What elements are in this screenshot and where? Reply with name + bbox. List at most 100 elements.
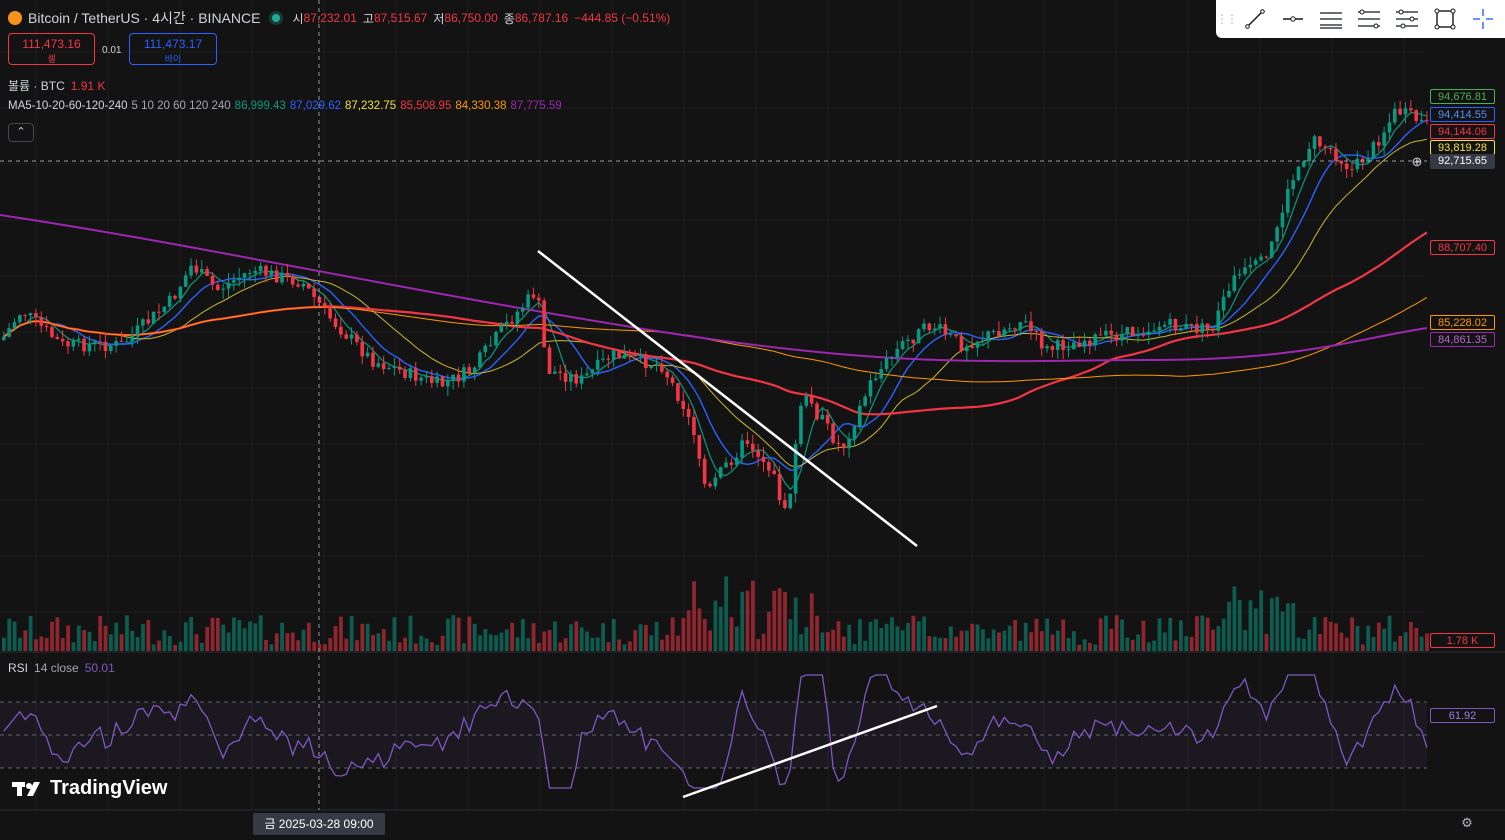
rsi-legend[interactable]: RSI 14 close 50.01 (8, 661, 115, 675)
rectangle-tool[interactable] (1426, 0, 1464, 38)
volume-bar (39, 636, 44, 651)
crosshair-tool[interactable] (1464, 0, 1502, 38)
candle-body (1104, 330, 1108, 336)
fib-retracement-tool[interactable] (1350, 0, 1388, 38)
candle-body (585, 373, 589, 376)
volume-bar (1189, 636, 1194, 651)
candle-body (264, 265, 268, 276)
candle-body (1264, 256, 1269, 258)
volume-bar (1371, 636, 1376, 651)
volume-bar (397, 642, 402, 651)
candle-body (932, 328, 937, 331)
volume-bar (360, 623, 365, 651)
candle-body (975, 341, 980, 348)
volume-bar (1382, 628, 1387, 651)
volume-bar (569, 624, 573, 651)
volume-bar (60, 637, 65, 651)
moving-average-lines (0, 111, 1428, 491)
volume-bar (884, 623, 889, 651)
collapse-legend-button[interactable]: ⌃ (8, 123, 34, 142)
candle-body (146, 319, 151, 324)
volume-bar (1120, 619, 1124, 651)
volume-bar (595, 637, 600, 651)
pitchfork-tool[interactable] (1388, 0, 1426, 38)
tradingview-logo[interactable]: TradingView (12, 777, 167, 800)
volume-bar (858, 619, 862, 651)
candle-body (1130, 327, 1135, 336)
volume-bar (430, 642, 434, 651)
candle-body (745, 440, 750, 444)
volume-bar (574, 621, 579, 651)
candle-body (28, 313, 33, 316)
volume-bar (1157, 618, 1162, 651)
volume-bar (1296, 637, 1301, 651)
buy-button[interactable]: 111,473.17 바이 (129, 33, 217, 65)
volume-bar (92, 641, 97, 651)
candle-body (825, 414, 830, 424)
chart-settings-gear-icon[interactable]: ⚙ (1461, 815, 1473, 830)
candle-body (916, 329, 921, 344)
volume-bar (371, 634, 375, 651)
candle-body (681, 400, 686, 409)
parallel-channel-tool[interactable] (1312, 0, 1350, 38)
volume-bar (1168, 617, 1173, 651)
volume-bar (221, 624, 226, 651)
drawn-trend-lines[interactable] (537, 250, 938, 799)
buy-label: 바이 (164, 54, 182, 64)
candle-body (510, 321, 514, 324)
ma-legend[interactable]: MA5-10-20-60-120-240 5 10 20 60 120 240 … (8, 100, 562, 112)
candle-body (381, 363, 386, 370)
volume-bar (622, 644, 627, 651)
volume-bar (954, 636, 959, 651)
candle-body (1136, 334, 1140, 336)
drag-handle-icon[interactable]: ⋮⋮ (1216, 12, 1238, 26)
candle-body (1398, 108, 1402, 115)
candle-body (301, 283, 306, 287)
volume-bar (312, 641, 317, 651)
candle-body (1269, 241, 1274, 258)
volume-bar (563, 638, 568, 651)
candle-body (339, 326, 343, 335)
volume-bar (328, 638, 333, 651)
candle-body (467, 367, 472, 374)
volume-bar (1307, 629, 1312, 651)
horizontal-ray-tool[interactable] (1274, 0, 1312, 38)
volume-bar (959, 630, 964, 651)
volume-bar (306, 622, 311, 651)
candle-body (178, 286, 183, 299)
candle-body (713, 477, 718, 487)
volume-bar (510, 622, 515, 651)
price-label-ma20: 93,819.28 (1430, 140, 1495, 155)
candle-body (692, 416, 696, 436)
ma-value-5: 86,999.43 (234, 100, 286, 112)
volume-bar (863, 640, 868, 651)
volume-legend[interactable]: 볼륨 · BTC 1.91 K (8, 77, 105, 94)
candle-body (205, 269, 209, 276)
trend-line-tool[interactable] (1236, 0, 1274, 38)
volume-bar (745, 590, 750, 651)
volume-bar (948, 626, 953, 651)
candle-body (66, 341, 70, 347)
add-alert-plus-icon[interactable]: ⊕ (1411, 154, 1423, 169)
close-label: 종 (503, 11, 515, 26)
symbol-title[interactable]: Bitcoin / TetherUS · 4시간 · BINANCE (28, 10, 261, 26)
candle-body (809, 396, 814, 404)
candle-body (119, 341, 124, 343)
volume-bar (825, 632, 830, 651)
price-label-last: 94,144.06 (1430, 124, 1495, 139)
volume-bar (868, 621, 873, 651)
volume-bar (1141, 620, 1146, 651)
volume-bar (922, 616, 926, 651)
candle-body (526, 294, 530, 308)
volume-bar (681, 618, 686, 651)
candle-body (1205, 323, 1210, 330)
chevron-up-icon: ⌃ (16, 126, 26, 138)
candle-body (216, 284, 220, 290)
sell-button[interactable]: 111,473.16 셀 (8, 33, 95, 65)
ma-line (3, 111, 1428, 491)
candle-body (1195, 323, 1199, 333)
volume-bar (296, 640, 301, 651)
volume-bar (1109, 628, 1114, 651)
volume-bar (809, 593, 814, 651)
